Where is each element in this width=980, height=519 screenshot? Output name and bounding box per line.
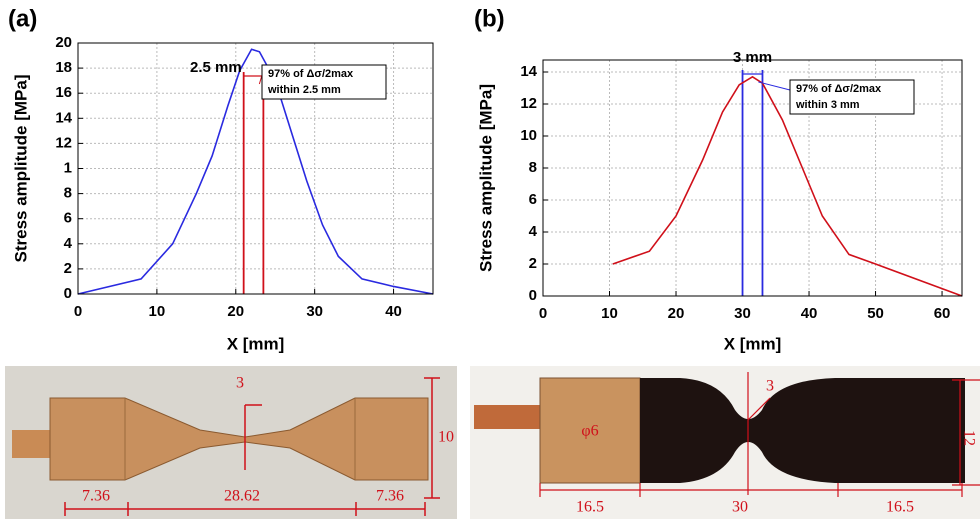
panel-label: (a) bbox=[8, 5, 37, 32]
dimension-label: 16.5 bbox=[576, 499, 604, 516]
x-tick-label: 40 bbox=[385, 303, 402, 320]
callout-text: within 3 mm bbox=[795, 99, 860, 111]
y-tick-label: 1 bbox=[64, 159, 72, 176]
y-tick-label: 12 bbox=[520, 95, 537, 112]
x-tick-label: 30 bbox=[306, 303, 323, 320]
dimension-lines bbox=[539, 372, 980, 497]
dimension-label: 7.36 bbox=[82, 488, 110, 505]
shoulder-edges bbox=[124, 398, 356, 480]
dimension-label: 16.5 bbox=[886, 499, 914, 516]
y-tick-label: 2 bbox=[529, 255, 537, 272]
thread bbox=[474, 405, 542, 429]
callout-box bbox=[789, 79, 915, 115]
grip bbox=[539, 377, 641, 484]
y-tick-label: 6 bbox=[529, 191, 537, 208]
callout-line bbox=[758, 81, 791, 91]
x-tick-label: 30 bbox=[734, 305, 751, 322]
dimension-label: 12 bbox=[960, 430, 977, 446]
width-label: 2.5 mm bbox=[190, 59, 242, 76]
y-tick-label: 14 bbox=[55, 109, 72, 126]
x-tick-label: 0 bbox=[74, 303, 82, 320]
x-tick-label: 20 bbox=[668, 305, 685, 322]
y-tick-label: 6 bbox=[64, 210, 72, 227]
callout-box bbox=[261, 64, 387, 100]
panel-label: (b) bbox=[474, 5, 505, 32]
y-tick-label: 14 bbox=[520, 63, 537, 80]
y-tick-label: 18 bbox=[55, 59, 72, 76]
y-tick-label: 8 bbox=[529, 159, 537, 176]
x-tick-label: 60 bbox=[934, 305, 951, 322]
data-line bbox=[77, 48, 434, 295]
dimension-label: φ6 bbox=[581, 423, 598, 440]
y-tick-label: 0 bbox=[64, 285, 72, 302]
y-tick-label: 4 bbox=[529, 223, 538, 240]
dimension-label: 30 bbox=[732, 499, 748, 516]
y-tick-label: 4 bbox=[64, 235, 73, 252]
dimension-label: 3 bbox=[236, 375, 244, 392]
callout-text: within 2.5 mm bbox=[267, 84, 341, 96]
x-tick-label: 20 bbox=[227, 303, 244, 320]
y-tick-label: 10 bbox=[520, 127, 537, 144]
callout-text: 97% of Δσ/2max bbox=[268, 68, 354, 80]
specimen-photo-a: 3 10 7.36 28.62 7.36 bbox=[5, 366, 457, 519]
dimension-label: 3 bbox=[766, 378, 774, 395]
y-axis-label: Stress amplitude [MPa] bbox=[476, 84, 495, 272]
x-axis-label: X [mm] bbox=[227, 334, 285, 353]
data-line bbox=[612, 75, 963, 297]
y-tick-label: 20 bbox=[55, 34, 72, 51]
x-tick-label: 10 bbox=[149, 303, 166, 320]
callout-text: 97% of Δσ/2max bbox=[796, 83, 882, 95]
y-axis-label: Stress amplitude [MPa] bbox=[11, 75, 30, 263]
specimen-photo-b: φ6 3 12 16.5 30 16.5 bbox=[470, 366, 980, 519]
x-tick-label: 0 bbox=[539, 305, 547, 322]
plot-frame bbox=[542, 59, 963, 297]
specimen-body bbox=[640, 378, 965, 483]
dimension-label: 28.62 bbox=[224, 488, 260, 505]
width-label: 3 mm bbox=[733, 49, 772, 66]
dimension-lines bbox=[64, 377, 440, 516]
dimension-label: 10 bbox=[438, 429, 454, 446]
x-tick-label: 40 bbox=[801, 305, 818, 322]
y-tick-label: 12 bbox=[55, 134, 72, 151]
thread bbox=[12, 430, 52, 458]
y-tick-label: 16 bbox=[55, 84, 72, 101]
x-tick-label: 10 bbox=[601, 305, 618, 322]
dimension-label: 7.36 bbox=[376, 488, 404, 505]
x-tick-label: 50 bbox=[867, 305, 884, 322]
specimen-body bbox=[49, 397, 429, 481]
y-tick-label: 8 bbox=[64, 185, 72, 202]
y-tick-label: 2 bbox=[64, 260, 72, 277]
plot-frame bbox=[77, 42, 434, 295]
x-axis-label: X [mm] bbox=[724, 334, 782, 353]
y-tick-label: 0 bbox=[529, 287, 537, 304]
